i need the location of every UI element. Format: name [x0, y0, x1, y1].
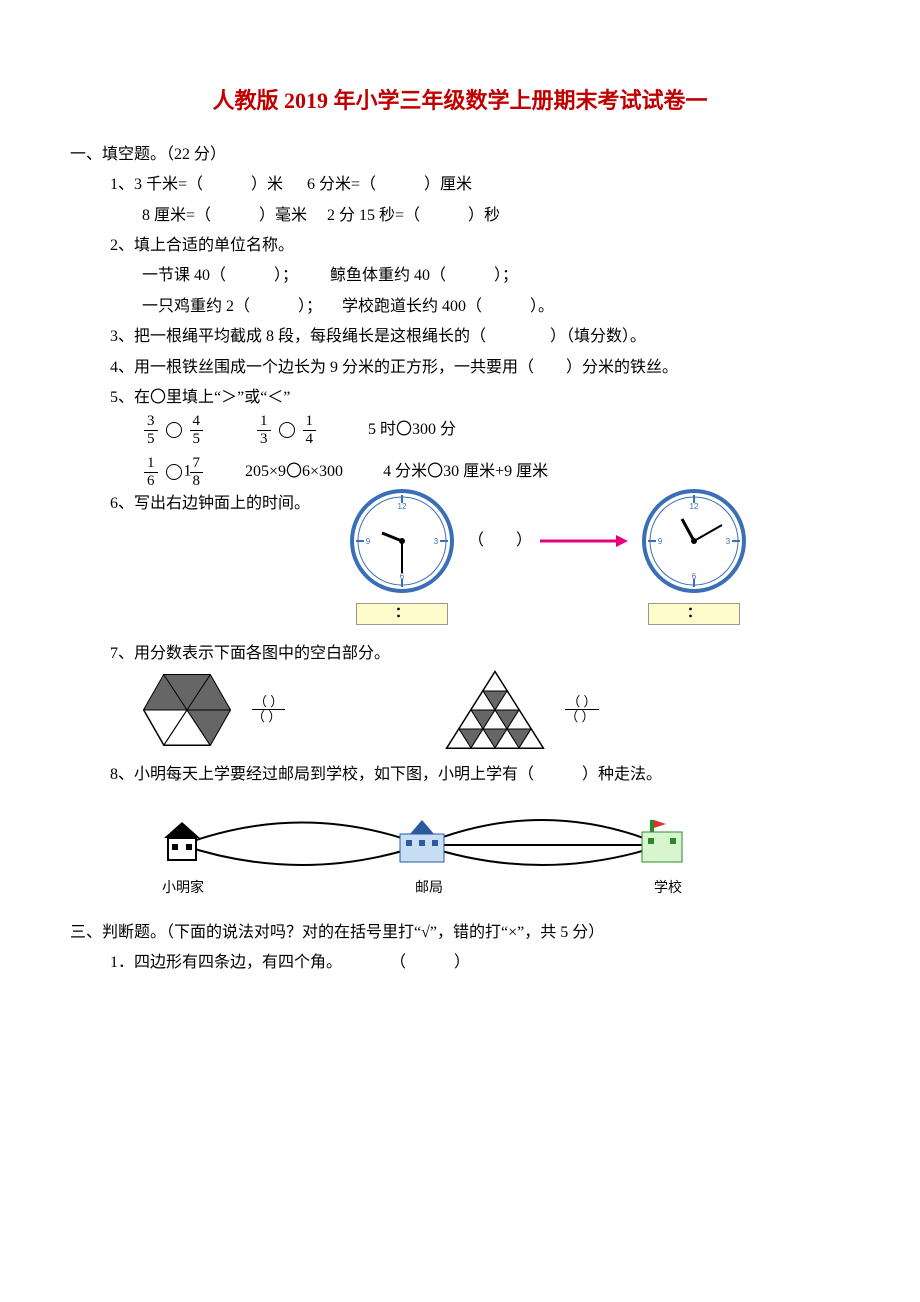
- q2d: 学校跑道长约 400（ ）。: [342, 298, 554, 315]
- frac-3-5-n: 3: [144, 413, 158, 431]
- s3-q1: 1．四边形有四条边，有四个角。 （ ）: [110, 948, 850, 978]
- q2-row2: 一只鸡重约 2（ ）； 学校跑道长约 400（ ）。: [142, 292, 850, 322]
- clock-2: 12 3 6 9 ：: [642, 489, 746, 625]
- section1-heading: 一、填空题。（22 分）: [70, 140, 850, 170]
- timebox-1[interactable]: ：: [356, 603, 448, 625]
- frac-7-8-n: 7: [190, 455, 204, 473]
- compare-circle: [166, 422, 182, 438]
- route-svg: [142, 790, 702, 880]
- q5-r1c3: 5 时〇300 分: [368, 415, 456, 445]
- hex-frac-n: （ ）: [252, 695, 285, 710]
- q2b: 鲸鱼体重约 40（ ）；: [330, 267, 518, 284]
- q8-text: 8、小明每天上学要经过邮局到学校，如下图，小明上学有（ ）种走法。: [110, 760, 850, 790]
- svg-text:6: 6: [400, 572, 405, 581]
- q5-row1: 35 45 13 14 5 时〇300 分: [142, 413, 850, 447]
- label-school: 学校: [654, 876, 682, 903]
- hexagon-item: （ ） （ ）: [142, 670, 285, 750]
- frac-1-6-d: 6: [144, 473, 158, 490]
- clock-2-svg: 12 3 6 9: [642, 489, 746, 593]
- hexagon-icon: [142, 670, 232, 750]
- q4: 4、用一根铁丝围成一个边长为 9 分米的正方形，一共要用（ ）分米的铁丝。: [110, 353, 850, 383]
- frac-7-8-d: 8: [190, 473, 204, 490]
- q5-r2b: 205×9〇6×300: [245, 457, 343, 487]
- q1-line2: 8 厘米=（ ）毫米 2 分 15 秒=（ ）秒: [142, 201, 850, 231]
- q1-2a: 8 厘米=（ ）毫米: [142, 207, 307, 224]
- svg-text:3: 3: [434, 537, 439, 546]
- arrow-cell: （ ）: [454, 489, 642, 593]
- frac-3-5-d: 5: [144, 431, 158, 448]
- q7-text: 7、用分数表示下面各图中的空白部分。: [110, 639, 850, 669]
- q5-row2: 16 178 205×9〇6×300 4 分米〇30 厘米+9 厘米: [142, 455, 850, 489]
- tri-frac-d: （ ）: [565, 710, 598, 724]
- page-title: 人教版 2019 年小学三年级数学上册期末考试试卷一: [70, 80, 850, 122]
- clock-1-svg: 12 3 6 9: [350, 489, 454, 593]
- q6-row: 6、写出右边钟面上的时间。 12 3 6 9 ： （ ）: [110, 489, 850, 625]
- q5-r2c: 4 分米〇30 厘米+9 厘米: [383, 457, 548, 487]
- svg-text:12: 12: [398, 502, 407, 511]
- frac-4-5-d: 5: [190, 431, 204, 448]
- q2a: 一节课 40（ ）；: [142, 267, 298, 284]
- compare-circle: [166, 464, 182, 480]
- arrow-icon: [538, 531, 628, 551]
- hex-frac: （ ） （ ）: [252, 695, 285, 725]
- timebox-2[interactable]: ：: [648, 603, 740, 625]
- frac-1-3-d: 3: [257, 431, 271, 448]
- q2c: 一只鸡重约 2（ ）；: [142, 298, 322, 315]
- s3-q1-paren: （ ）: [390, 954, 470, 971]
- label-home: 小明家: [162, 876, 204, 903]
- q1-line1: 1、3 千米=（ ）米 6 分米=（ ）厘米: [110, 170, 850, 200]
- tri-frac: （ ） （ ）: [565, 695, 598, 725]
- clock-1: 12 3 6 9 ：: [350, 489, 454, 625]
- q6-text: 6、写出右边钟面上的时间。: [110, 489, 350, 519]
- q3: 3、把一根绳平均截成 8 段，每段绳长是这根绳长的（ ）（填分数）。: [110, 322, 850, 352]
- q2-row1: 一节课 40（ ）； 鲸鱼体重约 40（ ）；: [142, 261, 850, 291]
- paren-label: （ ）: [468, 526, 532, 556]
- q5-head: 5、在〇里填上“＞”或“＜”: [110, 383, 850, 413]
- frac-1-4-n: 1: [303, 413, 317, 431]
- tri-frac-n: （ ）: [565, 695, 598, 710]
- frac-4-5-n: 4: [190, 413, 204, 431]
- svg-text:6: 6: [692, 572, 697, 581]
- compare-circle: [279, 422, 295, 438]
- q7-shapes: （ ） （ ） （ ） （ ）: [142, 670, 850, 750]
- frac-1-3-n: 1: [257, 413, 271, 431]
- label-post: 邮局: [415, 876, 443, 903]
- q2-head: 2、填上合适的单位名称。: [110, 231, 850, 261]
- frac-1-4-d: 4: [303, 431, 317, 448]
- hex-frac-d: （ ）: [252, 710, 285, 724]
- triangle-icon: [445, 670, 545, 750]
- triangle-item: （ ） （ ）: [445, 670, 598, 750]
- svg-text:9: 9: [366, 537, 371, 546]
- s3-q1-text: 1．四边形有四条边，有四个角。: [110, 954, 342, 971]
- q1-1a: 1、3 千米=（ ）米: [110, 176, 283, 193]
- svg-text:3: 3: [726, 537, 731, 546]
- q1-1b: 6 分米=（ ）厘米: [307, 176, 472, 193]
- svg-text:12: 12: [690, 502, 699, 511]
- route-labels: 小明家 邮局 学校: [142, 876, 702, 903]
- svg-text:9: 9: [658, 537, 663, 546]
- section3-heading: 三、判断题。（下面的说法对吗？对的在括号里打“√”，错的打“×”，共 5 分）: [70, 918, 850, 948]
- frac-1-6-n: 1: [144, 455, 158, 473]
- q1-2b: 2 分 15 秒=（ ）秒: [327, 207, 500, 224]
- route-diagram: 小明家 邮局 学校: [142, 790, 702, 900]
